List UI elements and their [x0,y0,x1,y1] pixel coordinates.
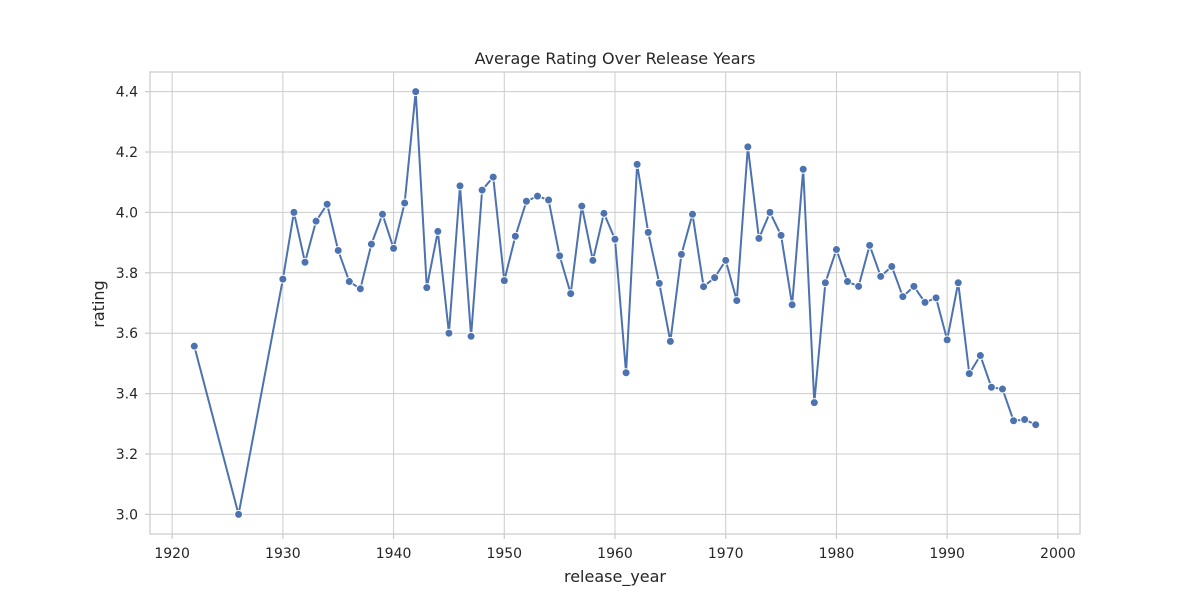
data-point [654,278,664,288]
data-point [588,255,598,265]
data-point [721,255,731,265]
data-point [676,249,686,259]
data-point [533,191,542,201]
y-tick-label: 3.0 [116,507,138,523]
data-point [765,207,775,217]
x-tick-label: 1990 [929,546,965,562]
data-point [710,273,720,283]
x-tick-label: 2000 [1040,546,1076,562]
data-point [433,226,443,236]
data-point [355,284,365,294]
data-point [444,328,454,338]
x-tick-label: 1970 [708,546,744,562]
data-point [953,278,963,288]
data-point [389,243,399,253]
data-point [809,398,819,408]
data-point [400,198,410,208]
x-tick-label: 1930 [265,546,301,562]
y-tick-label: 4.4 [116,85,138,101]
data-point [643,227,653,237]
data-point [754,233,764,243]
data-point [1031,420,1041,430]
y-tick-label: 3.4 [116,387,138,403]
data-point [998,384,1007,394]
x-tick-label: 1980 [819,546,855,562]
data-point [499,276,509,286]
data-point [843,277,852,287]
y-tick-label: 4.2 [116,145,138,161]
y-tick-label: 4.0 [116,205,138,221]
data-point [732,296,742,306]
data-point [1009,416,1019,426]
data-point [776,230,786,240]
data-point [333,245,343,255]
data-point [920,297,930,307]
data-point [455,181,465,191]
data-point [555,251,565,261]
data-point [378,209,387,219]
data-point [411,87,421,97]
data-point [787,300,797,310]
data-point [1020,415,1030,425]
data-point [322,199,332,209]
chart-title: Average Rating Over Release Years [475,49,756,68]
data-point [599,208,609,218]
x-tick-label: 1920 [154,546,190,562]
data-point [311,216,321,226]
data-point [577,201,587,211]
data-point [289,207,299,217]
y-tick-label: 3.2 [116,447,138,463]
data-point [876,271,886,281]
data-point [610,234,620,244]
data-point [621,368,631,378]
data-point [909,281,919,291]
data-point [300,257,310,267]
data-point [466,331,476,341]
data-point [278,274,288,284]
grid-lines [150,72,1080,534]
data-point [477,185,487,195]
data-point [422,283,432,293]
x-tick-label: 1950 [486,546,522,562]
data-point [665,336,675,346]
y-axis-label: rating [89,280,108,327]
data-point [688,209,697,219]
data-point [632,159,642,169]
data-point [344,277,354,287]
data-point [931,293,941,303]
data-point [189,341,199,351]
axis-ticks: 1920 1930 1940 1950 1960 1970 1980 1990 2000 3.0 3… [116,85,1076,562]
y-tick-label: 3.6 [116,326,138,342]
data-point [366,239,376,249]
data-point [986,382,996,392]
data-point [865,240,875,250]
data-point [854,281,864,291]
data-point [798,164,808,174]
data-point [521,196,531,206]
y-tick-label: 3.8 [116,266,138,282]
x-axis-label: release_year [564,567,666,587]
data-point [699,282,709,292]
data-point [898,292,908,302]
data-point [743,142,753,152]
data-points [189,87,1041,519]
data-point [234,509,244,519]
data-point [831,245,841,255]
data-point [887,261,897,271]
data-point [964,369,974,379]
data-point [820,278,830,288]
x-tick-label: 1960 [597,546,633,562]
data-point [975,351,985,361]
x-tick-label: 1940 [376,546,412,562]
data-point [566,289,576,299]
data-point [942,335,952,345]
data-point [488,172,498,182]
data-point [544,195,554,205]
data-point [510,231,520,241]
